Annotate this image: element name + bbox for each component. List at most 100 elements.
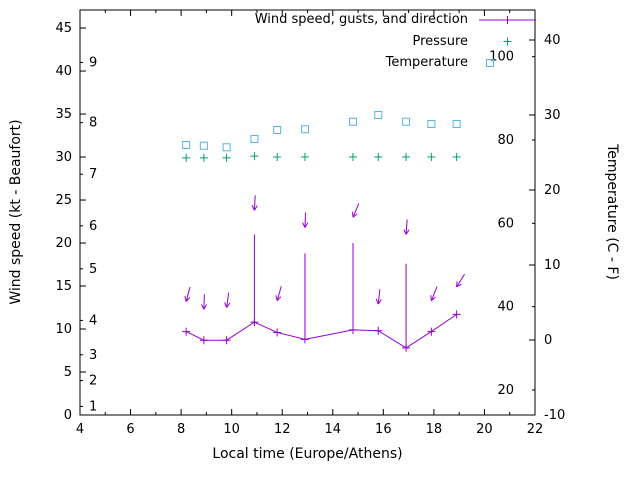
legend-sample-pressure-marker xyxy=(503,37,512,46)
celsius-tick-label: 40 xyxy=(544,33,561,48)
temperature-point-marker xyxy=(250,135,259,143)
celsius-tick-label: -10 xyxy=(544,408,565,423)
pressure-point-marker xyxy=(182,153,191,162)
wind-point-marker xyxy=(182,327,191,336)
wind-arrow-head xyxy=(302,222,306,228)
x-axis-label: Local time (Europe/Athens) xyxy=(212,446,403,462)
kt-tick-label: 10 xyxy=(55,322,72,337)
wind-point-marker xyxy=(427,327,436,336)
kt-tick-label: 5 xyxy=(64,365,72,380)
wind-arrow-head xyxy=(253,205,258,211)
temperature-series xyxy=(182,111,461,152)
wind-arrow-shaft xyxy=(430,286,438,301)
beaufort-tick-label: 3 xyxy=(89,348,97,363)
wind-direction-arrows xyxy=(184,195,466,310)
x-tick-label: 20 xyxy=(476,422,493,437)
wind-arrow-shaft xyxy=(276,286,282,301)
wind-arrow-shaft xyxy=(226,292,230,308)
fahrenheit-tick-label: 20 xyxy=(497,383,514,398)
pressure-point-marker xyxy=(349,153,357,162)
wind-point-marker xyxy=(199,336,208,345)
legend-samples xyxy=(479,16,536,67)
x-tick-label: 18 xyxy=(426,422,443,437)
x-tick-label: 6 xyxy=(126,422,134,437)
kt-tick-label: 15 xyxy=(55,279,72,294)
wind-arrow-head xyxy=(275,295,278,301)
wind-arrow-head xyxy=(405,229,410,235)
celsius-tick-label: 10 xyxy=(544,258,561,273)
beaufort-tick-label: 7 xyxy=(89,167,97,182)
wind-arrow-shaft xyxy=(253,195,256,211)
fahrenheit-tick-label: 80 xyxy=(497,133,514,148)
kt-tick-label: 30 xyxy=(55,150,72,165)
celsius-tick-label: 20 xyxy=(544,183,561,198)
wind-arrow-head xyxy=(203,304,208,310)
x-tick-label: 10 xyxy=(223,422,240,437)
x-tick-label: 16 xyxy=(375,422,392,437)
x-tick-label: 12 xyxy=(274,422,291,437)
celsius-tick-label: 30 xyxy=(544,108,561,123)
beaufort-tick-label: 2 xyxy=(89,374,97,389)
wind-arrow-shaft xyxy=(304,212,306,228)
wind-arrow-shaft xyxy=(185,286,191,302)
wind-arrow-head xyxy=(226,302,231,308)
gust-impulses xyxy=(253,234,407,348)
fahrenheit-tick-label: 40 xyxy=(497,300,514,315)
wind-arrow-head xyxy=(403,229,407,235)
temperature-point-marker xyxy=(199,141,208,150)
x-tick-label: 14 xyxy=(325,422,342,437)
pressure-point-marker xyxy=(250,152,259,161)
pressure-point-marker xyxy=(273,153,282,162)
temperature-point-marker xyxy=(273,126,282,134)
kt-tick-label: 45 xyxy=(55,21,72,36)
wind-series xyxy=(182,310,461,352)
pressure-point-marker xyxy=(402,153,411,162)
legend-label-wind: Wind speed, gusts, and direction xyxy=(254,12,468,27)
pressure-point-marker xyxy=(300,153,309,162)
wind-arrow-head xyxy=(456,283,462,288)
wind-arrow-shaft xyxy=(456,273,466,288)
fahrenheit-tick-label: 60 xyxy=(497,216,514,231)
kt-tick-label: 40 xyxy=(55,64,72,79)
wind-point-marker xyxy=(222,336,231,345)
wind-arrow-head xyxy=(431,296,436,302)
x-tick-label: 22 xyxy=(527,422,544,437)
pressure-point-marker xyxy=(199,153,208,162)
wind-arrow-head xyxy=(251,205,255,211)
temperature-point-marker xyxy=(300,125,309,134)
wind-arrow-head xyxy=(185,297,191,302)
wind-point-marker xyxy=(273,328,282,337)
kt-tick-label: 25 xyxy=(55,193,72,208)
wind-arrow-head xyxy=(276,296,282,301)
legend-sample-wind-marker xyxy=(503,16,512,24)
pressure-series xyxy=(182,152,461,162)
wind-point-marker xyxy=(374,326,383,335)
x-tick-label: 8 xyxy=(177,422,185,437)
axis-ticks xyxy=(79,10,536,416)
kt-tick-label: 20 xyxy=(55,236,72,251)
temperature-point-marker xyxy=(374,111,383,119)
temperature-point-marker xyxy=(222,143,231,152)
wind-arrow-head xyxy=(184,296,187,302)
kt-tick-label: 0 xyxy=(64,408,72,423)
pressure-point-marker xyxy=(222,153,231,162)
wind-arrow-head xyxy=(224,302,228,308)
temperature-point-marker xyxy=(182,141,191,149)
beaufort-tick-label: 4 xyxy=(89,313,97,328)
temperature-point-marker xyxy=(427,120,436,128)
wind-arrow-shaft xyxy=(377,289,381,305)
celsius-tick-label: 0 xyxy=(544,333,552,348)
beaufort-tick-label: 5 xyxy=(89,262,97,277)
wind-arrow-shaft xyxy=(203,294,205,310)
wind-arrow-shaft xyxy=(352,203,360,218)
wind-arrow-head xyxy=(200,304,205,310)
wind-arrow-head xyxy=(352,213,358,218)
wind-point-marker xyxy=(452,310,461,319)
wind-arrow-head xyxy=(377,299,382,305)
beaufort-tick-label: 6 xyxy=(89,219,97,234)
tick-labels: 4 6 8 10 12 14 16 18 20 2205101520253035404512345… xyxy=(55,21,565,437)
temperature-point-marker xyxy=(349,117,357,126)
wind-arrow-head xyxy=(375,298,379,305)
pressure-point-marker xyxy=(374,153,383,162)
